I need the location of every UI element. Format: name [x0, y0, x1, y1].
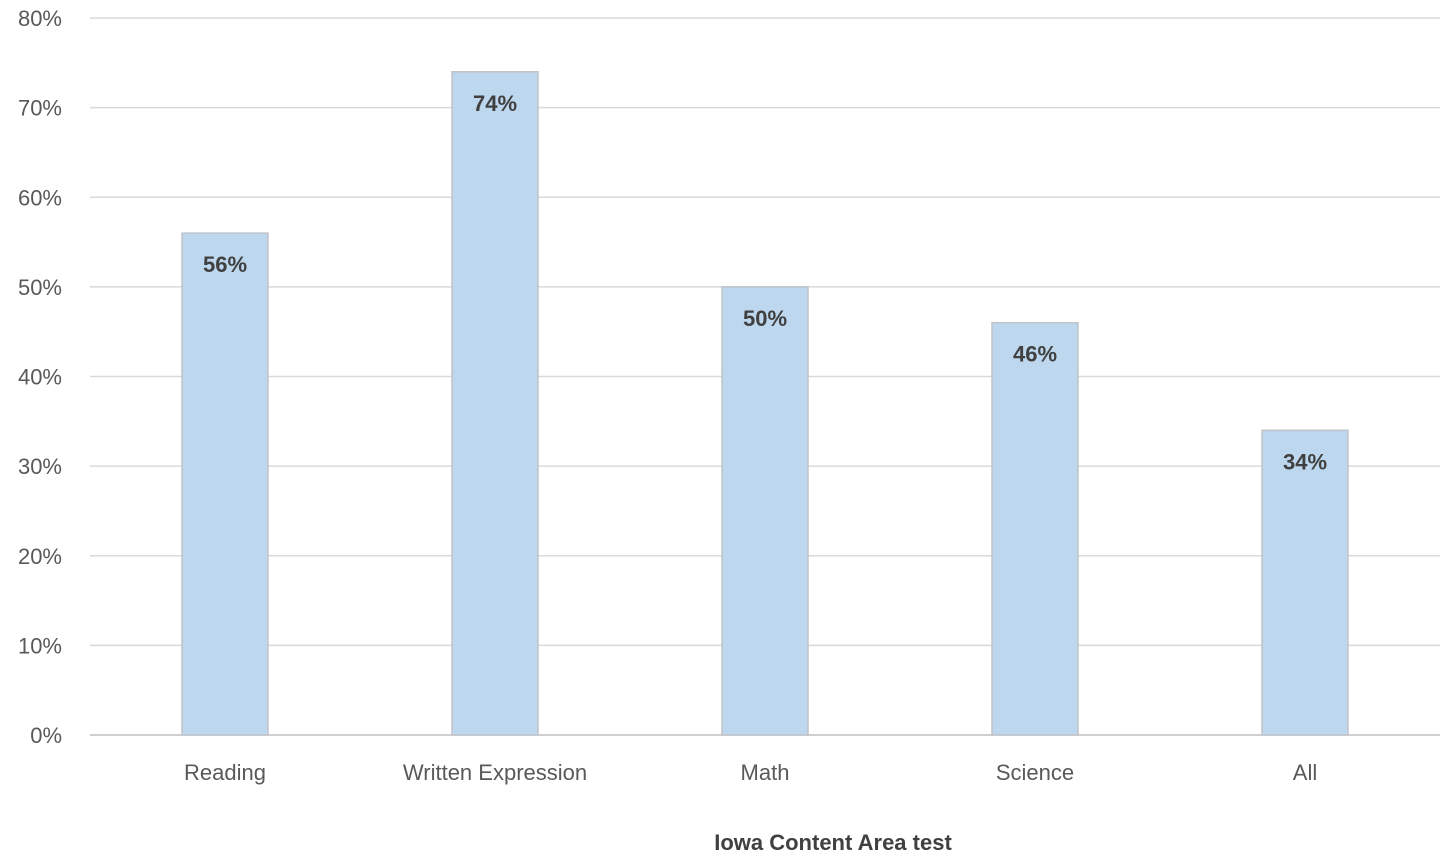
x-axis-category-labels: Reading Written Expression Math Science All	[184, 760, 1317, 785]
category-label: Science	[996, 760, 1074, 785]
data-labels: 56% 74% 50% 46% 34%	[203, 91, 1327, 474]
data-label: 56%	[203, 252, 247, 277]
category-label: All	[1293, 760, 1317, 785]
data-label: 34%	[1283, 449, 1327, 474]
category-label: Written Expression	[403, 760, 587, 785]
y-tick-label: 20%	[18, 544, 62, 569]
bar-all	[1261, 429, 1349, 736]
y-tick-label: 0%	[30, 723, 62, 748]
y-tick-label: 70%	[18, 96, 62, 121]
bar-science	[991, 321, 1079, 736]
data-label: 50%	[743, 306, 787, 331]
bar-written-expression	[451, 71, 539, 736]
y-tick-label: 50%	[18, 275, 62, 300]
y-axis-tick-labels: 0% 10% 20% 30% 40% 50% 60% 70% 80%	[18, 6, 62, 748]
data-label: 74%	[473, 91, 517, 116]
data-label: 46%	[1013, 342, 1057, 367]
y-tick-label: 40%	[18, 365, 62, 390]
y-tick-label: 10%	[18, 633, 62, 658]
category-label: Math	[741, 760, 790, 785]
bars	[181, 71, 1349, 736]
y-tick-label: 80%	[18, 6, 62, 31]
x-axis-title: Iowa Content Area test	[714, 830, 952, 854]
bar-reading	[181, 232, 269, 736]
category-label: Reading	[184, 760, 266, 785]
y-tick-label: 30%	[18, 454, 62, 479]
bar-math	[721, 286, 809, 736]
y-tick-label: 60%	[18, 185, 62, 210]
